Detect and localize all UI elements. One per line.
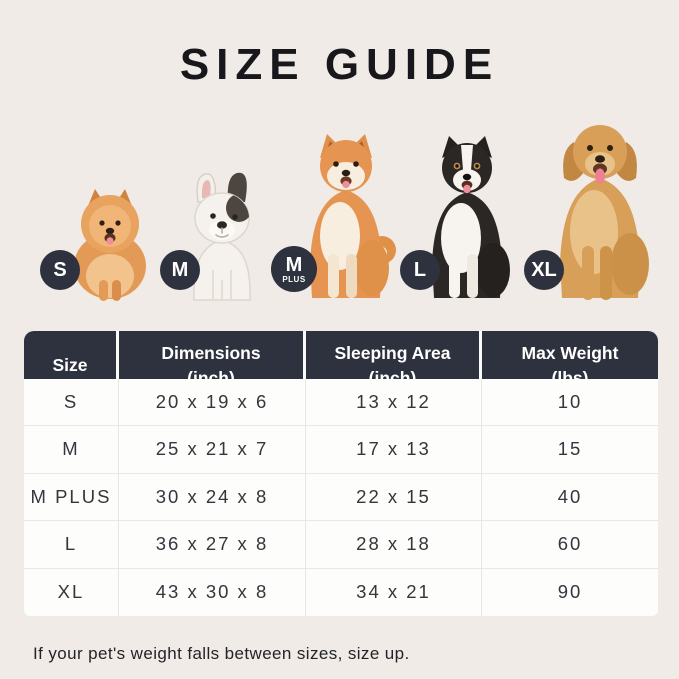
table-cell: 22 x 15: [306, 473, 482, 521]
table-cell: 10: [482, 378, 658, 426]
table-cell: L: [24, 521, 119, 569]
table-cell: 25 x 21 x 7: [119, 426, 306, 474]
dog-size-illustrations: S M: [0, 111, 679, 307]
table-cell: 43 x 30 x 8: [119, 568, 306, 616]
size-badge-label: M: [285, 253, 303, 276]
table-cell: 20 x 19 x 6: [119, 378, 306, 426]
french-bulldog-illustration: [193, 172, 251, 301]
table-cell: 13 x 12: [306, 378, 482, 426]
size-badge-label: M: [171, 259, 189, 281]
table-cell: 60: [482, 521, 658, 569]
page-title: SIZE GUIDE: [179, 40, 500, 89]
pomeranian-dog-illustration: [74, 189, 146, 301]
shiba-inu-illustration: [310, 134, 396, 298]
size-badge-l: L: [400, 250, 440, 290]
table-cell: 17 x 13: [306, 426, 482, 474]
table-cell: M PLUS: [24, 473, 119, 521]
size-badge-label: L: [413, 259, 427, 281]
table-cell: 30 x 24 x 8: [119, 473, 306, 521]
dog-slot-m: [176, 166, 268, 307]
dog-slot-s: [52, 184, 168, 307]
size-badge-m: M: [160, 250, 200, 290]
table-cell: 90: [482, 568, 658, 616]
size-badge-sublabel: PLUS: [282, 274, 306, 284]
size-guide-table: Size Dimensions (inch) Sleeping Area (in…: [24, 331, 658, 616]
table-cell: M: [24, 426, 119, 474]
border-collie-illustration: [432, 136, 510, 298]
table-cell: 28 x 18: [306, 521, 482, 569]
dog-slot-xl: [540, 114, 660, 307]
table-cell: S: [24, 378, 119, 426]
dog-slot-l: [412, 134, 522, 307]
size-badge-xl: XL: [524, 250, 564, 290]
dog-slot-m-plus: [290, 130, 402, 307]
size-badge-s: S: [40, 250, 80, 290]
table-cell: 40: [482, 473, 658, 521]
sizing-footnote: If your pet's weight falls between sizes…: [33, 644, 410, 663]
table-cell: 36 x 27 x 8: [119, 521, 306, 569]
table-cell: 15: [482, 426, 658, 474]
size-badge-m-plus: M PLUS: [271, 246, 317, 292]
table-cell: XL: [24, 568, 119, 616]
size-badge-label: S: [53, 259, 67, 281]
size-badge-label: XL: [531, 259, 557, 281]
table-cell: 34 x 21: [306, 568, 482, 616]
golden-retriever-illustration: [560, 125, 649, 300]
